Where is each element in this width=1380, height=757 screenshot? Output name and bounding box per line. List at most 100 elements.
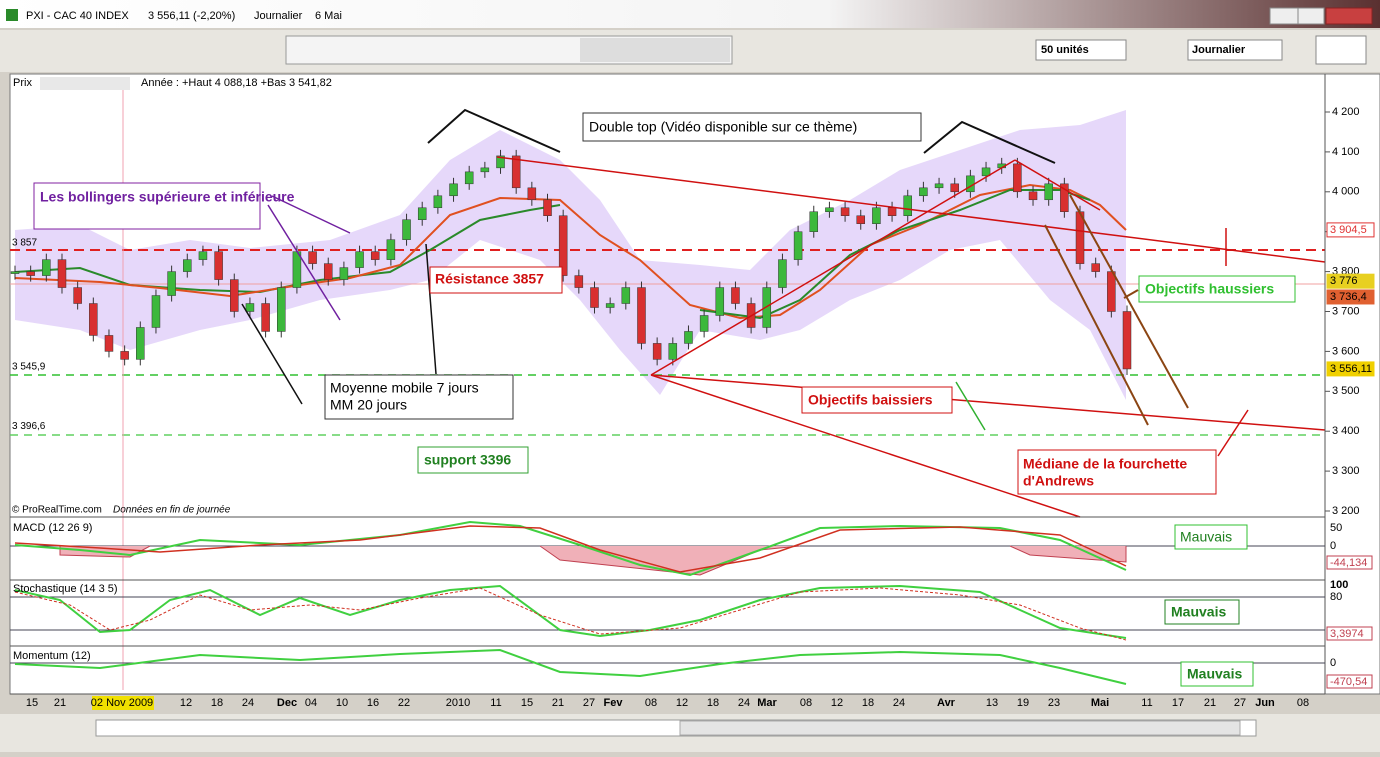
stoch-d (14, 587, 1127, 641)
ma-20 (14, 204, 561, 294)
signal-line (14, 525, 1127, 573)
x-tick-label: 08 (800, 697, 812, 709)
x-tick-label: Fev (604, 697, 624, 709)
price-tag (1326, 361, 1375, 377)
panel-buttons[interactable] (40, 77, 130, 90)
candle (136, 327, 145, 360)
scroll-thumb[interactable] (679, 720, 1241, 736)
candle (417, 207, 427, 220)
candle (323, 263, 333, 280)
ma-20b (699, 189, 1091, 320)
stoch-k (14, 584, 1127, 639)
x-tick-label: 13 (986, 697, 998, 709)
x-tick-label: Mar (757, 697, 777, 709)
x-tick-label: 24 (738, 697, 750, 709)
price-tag-label: 3 776 (1330, 275, 1358, 287)
candle (511, 155, 521, 189)
candle (856, 215, 865, 224)
bollinger-note: Les bollingers supérieure et inférieure (40, 189, 295, 205)
channel-1 (1044, 224, 1149, 426)
y-tick-label: 4 000 (1332, 186, 1360, 198)
x-tick-label: 18 (862, 697, 874, 709)
momentum-line (14, 648, 1127, 685)
macd-histogram (59, 545, 1127, 576)
panel-label: Prix (13, 77, 32, 89)
interval-dropdown[interactable] (1187, 39, 1283, 61)
x-tick-label: 2010 (446, 697, 470, 709)
x-tick-label: 19 (1017, 697, 1029, 709)
level-label: 3 857 (12, 237, 37, 248)
macd-line (14, 520, 1127, 577)
momentum-label: Momentum (12) (13, 650, 91, 662)
units-dropdown[interactable] (1035, 39, 1127, 61)
candle (809, 211, 819, 232)
candle (339, 267, 349, 280)
y-tick-label: 3 600 (1332, 345, 1360, 357)
arrow-bearish (955, 381, 986, 431)
x-tick-label: 21 (54, 697, 66, 709)
candle (183, 259, 192, 272)
candle (621, 287, 631, 304)
minimize-button[interactable] (1269, 7, 1299, 25)
candle (1060, 183, 1069, 213)
price-panel: Les bollingers supérieure et inférieure … (10, 77, 1375, 690)
restore-button[interactable] (1297, 7, 1325, 25)
level-label: 3 545,9 (12, 362, 46, 373)
color-palette[interactable] (580, 38, 730, 62)
double-top-1 (427, 108, 561, 153)
y-tick-label: 4 100 (1332, 146, 1360, 158)
price-tag-label: 3 736,4 (1330, 291, 1367, 303)
resistance-note: Résistance 3857 (435, 271, 544, 287)
x-tick-label: 12 (180, 697, 192, 709)
candle (89, 303, 98, 336)
macd-axis: -44,134 (1330, 557, 1367, 569)
y-tick-label: 3 500 (1332, 385, 1360, 397)
x-tick-label: Mai (1091, 697, 1109, 709)
x-tick-label: 21 (1204, 697, 1216, 709)
chart-style-button[interactable] (1315, 35, 1367, 65)
x-tick-label: 10 (336, 697, 348, 709)
candle (668, 343, 678, 360)
stoch-verdict: Mauvais (1171, 604, 1226, 620)
x-tick-label: 15 (26, 697, 38, 709)
window-period: Journalier (254, 10, 303, 22)
y-tick-label: 4 200 (1332, 106, 1360, 118)
title-bar (0, 0, 1380, 28)
x-tick-label: 18 (707, 697, 719, 709)
andrews-upper (496, 156, 1326, 263)
macd-axis: 50 (1330, 522, 1342, 534)
candle (715, 287, 725, 316)
y-tick-label: 3 400 (1332, 425, 1360, 437)
candle (543, 199, 552, 216)
candle (558, 215, 568, 276)
candle (919, 187, 928, 197)
ma-note-2: MM 20 jours (330, 397, 407, 413)
median-note-2: d'Andrews (1023, 473, 1094, 489)
candle (214, 251, 223, 280)
candle (355, 251, 364, 268)
interval-value: Journalier (1192, 44, 1246, 56)
candle (825, 207, 834, 212)
macd-panel: MACD (12 26 9) 50 0 -44,134 Mauvais (10, 520, 1373, 577)
ma-7 (14, 183, 1127, 320)
candle (887, 207, 897, 216)
stoch-label: Stochastique (14 3 5) (13, 583, 118, 595)
stoch-verdict-box (1164, 599, 1240, 625)
macd-label: MACD (12 26 9) (13, 522, 92, 534)
bullish-note: Objectifs haussiers (1145, 281, 1274, 297)
channel-2 (1069, 194, 1189, 409)
range-info: Année : +Haut 4 088,18 +Bas 3 541,82 (141, 77, 332, 89)
x-tick-label: 02 Nov 2009 (91, 697, 153, 709)
app-icon (6, 9, 18, 21)
y-tick-label: 3 200 (1332, 505, 1360, 517)
candle (42, 259, 51, 276)
candle (1107, 271, 1116, 312)
stoch-axis: 100 (1330, 579, 1348, 591)
x-tick-label: 11 (1141, 697, 1152, 709)
macd-axis: 0 (1330, 540, 1336, 552)
close-button[interactable] (1325, 7, 1373, 25)
candle (1028, 191, 1038, 201)
level-label: 3 396,6 (12, 421, 46, 432)
bollinger-box (33, 182, 261, 230)
